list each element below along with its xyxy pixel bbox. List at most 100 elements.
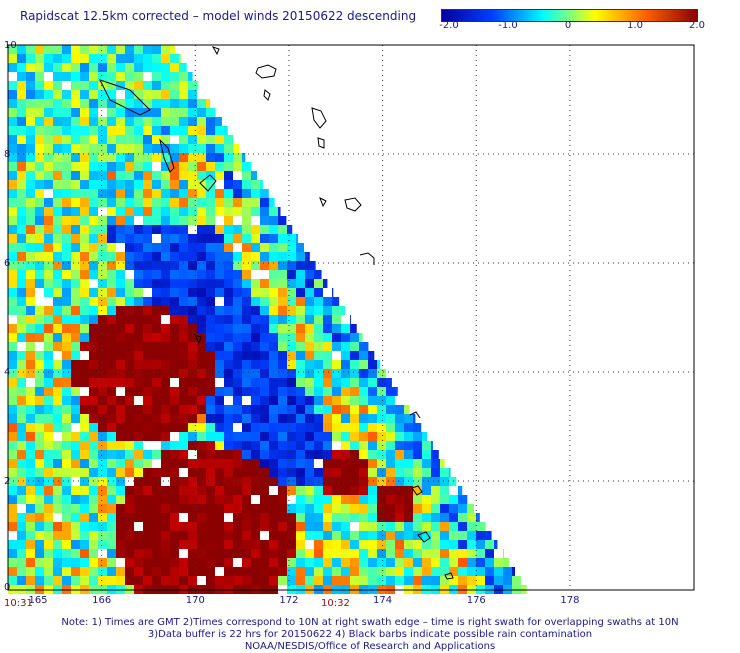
data-cell — [161, 468, 170, 477]
data-cell — [17, 117, 26, 126]
data-cell — [17, 468, 26, 477]
data-cell — [116, 54, 125, 63]
data-cell — [368, 450, 377, 459]
data-cell — [26, 405, 35, 414]
data-cell — [233, 207, 242, 216]
data-cell — [53, 549, 62, 558]
data-cell — [161, 459, 170, 468]
data-cell — [422, 486, 431, 495]
data-cell — [71, 504, 80, 513]
data-cell — [125, 306, 134, 315]
data-cell — [296, 252, 305, 261]
data-cell — [26, 63, 35, 72]
data-cell — [206, 486, 215, 495]
data-cell — [134, 369, 143, 378]
data-cell — [53, 459, 62, 468]
data-cell — [170, 369, 179, 378]
data-cell — [80, 486, 89, 495]
data-cell — [53, 54, 62, 63]
data-cell — [62, 450, 71, 459]
data-cell — [188, 405, 197, 414]
data-cell — [224, 189, 233, 198]
data-cell — [62, 297, 71, 306]
data-cell — [323, 576, 332, 585]
data-cell — [224, 549, 233, 558]
data-cell — [134, 288, 143, 297]
data-cell — [224, 333, 233, 342]
data-cell — [305, 333, 314, 342]
data-cell — [449, 540, 458, 549]
data-cell — [251, 225, 260, 234]
data-cell — [197, 252, 206, 261]
data-cell — [89, 567, 98, 576]
data-cell — [449, 504, 458, 513]
data-cell — [143, 567, 152, 576]
data-cell — [323, 432, 332, 441]
data-cell — [17, 288, 26, 297]
data-cell — [134, 387, 143, 396]
data-cell — [53, 486, 62, 495]
data-cell — [251, 567, 260, 576]
data-cell — [170, 423, 179, 432]
data-cell — [134, 468, 143, 477]
data-cell — [278, 279, 287, 288]
data-cell — [143, 324, 152, 333]
data-cell — [215, 234, 224, 243]
data-cell — [98, 477, 107, 486]
data-cell — [89, 243, 98, 252]
data-cell — [197, 450, 206, 459]
data-cell — [305, 459, 314, 468]
data-cell — [62, 198, 71, 207]
data-cell — [233, 153, 242, 162]
data-cell — [260, 189, 269, 198]
data-cell — [287, 333, 296, 342]
data-cell — [161, 486, 170, 495]
data-cell — [98, 558, 107, 567]
lat-tick-label: 6 — [4, 258, 10, 269]
data-cell — [296, 432, 305, 441]
data-cell — [44, 378, 53, 387]
data-cell — [44, 135, 53, 144]
data-cell — [287, 261, 296, 270]
data-cell — [224, 279, 233, 288]
data-cell — [260, 333, 269, 342]
data-cell — [71, 306, 80, 315]
data-cell — [98, 135, 107, 144]
data-cell — [134, 279, 143, 288]
data-cell — [179, 108, 188, 117]
data-cell — [413, 576, 422, 585]
data-cell — [62, 414, 71, 423]
data-cell — [287, 423, 296, 432]
data-cell — [197, 207, 206, 216]
data-cell — [413, 477, 422, 486]
data-cell — [197, 324, 206, 333]
data-cell — [206, 279, 215, 288]
data-cell — [314, 567, 323, 576]
data-cell — [143, 405, 152, 414]
data-cell — [233, 405, 242, 414]
data-cell — [152, 270, 161, 279]
data-cell — [71, 216, 80, 225]
data-cell — [431, 450, 439, 459]
data-cell — [179, 531, 188, 540]
data-cell — [125, 297, 134, 306]
data-cell — [161, 414, 170, 423]
data-cell — [260, 558, 269, 567]
data-cell — [44, 360, 53, 369]
data-cell — [62, 495, 71, 504]
data-cell — [287, 396, 296, 405]
data-cell — [188, 540, 197, 549]
data-cell — [341, 396, 350, 405]
data-cell — [305, 450, 314, 459]
data-cell — [260, 486, 269, 495]
data-cell — [224, 423, 233, 432]
data-cell — [107, 180, 116, 189]
data-cell — [161, 126, 170, 135]
data-cell — [170, 180, 179, 189]
data-cell — [305, 567, 314, 576]
data-cell — [26, 225, 35, 234]
data-cell — [98, 333, 107, 342]
data-cell — [368, 477, 377, 486]
data-cell — [206, 108, 215, 117]
data-cell — [143, 504, 152, 513]
